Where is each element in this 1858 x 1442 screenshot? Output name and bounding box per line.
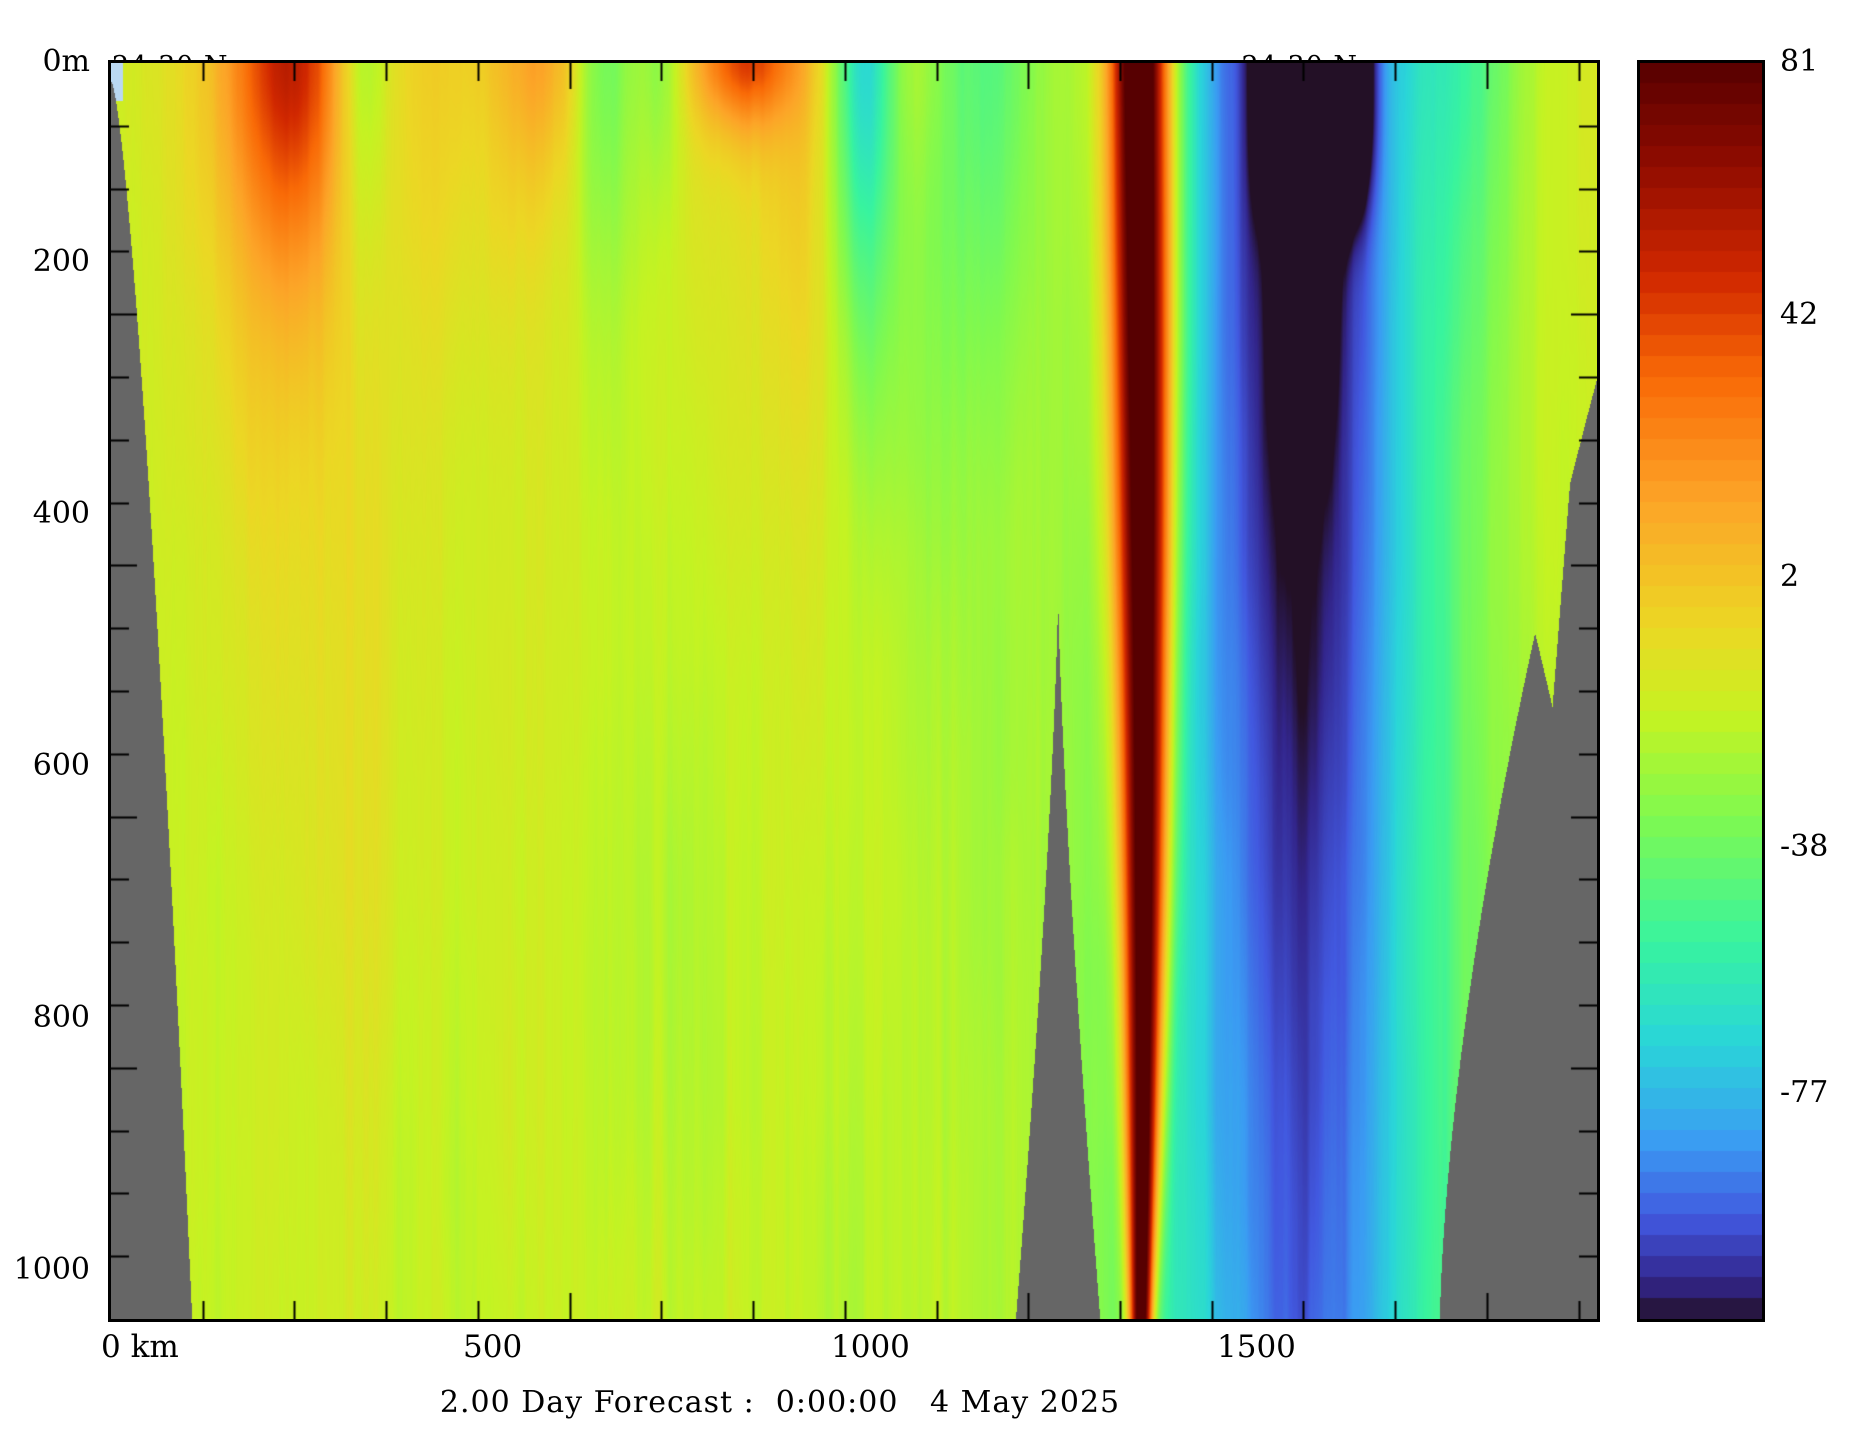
colorbar-gradient: [1640, 63, 1762, 1319]
colorbar[interactable]: [1637, 60, 1765, 1322]
x-tick-label-1500: 1500: [1217, 1329, 1296, 1365]
colorbar-tick-label-81: 81: [1780, 44, 1819, 79]
colorbar-tick-label-m38: -38: [1780, 829, 1829, 864]
y-tick-label-1000: 1000: [13, 1252, 90, 1287]
y-tick-label-400: 400: [32, 496, 90, 531]
forecast-caption: 2.00 Day Forecast : 0:00:00 4 May 2025: [439, 1385, 1121, 1420]
y-tick-label-200: 200: [32, 244, 90, 279]
colorbar-tick-label-m77: -77: [1780, 1075, 1829, 1110]
y-tick-label-800: 800: [32, 1000, 90, 1035]
x-tick-label-0: 0 km: [101, 1329, 179, 1365]
colorbar-tick-label-2: 2: [1780, 559, 1800, 594]
cross-section-plot[interactable]: [108, 60, 1600, 1322]
y-tick-label-0: 0m: [42, 44, 90, 79]
x-tick-label-1000: 1000: [831, 1329, 910, 1365]
y-tick-label-600: 600: [32, 748, 90, 783]
colorbar-tick-label-42: 42: [1780, 297, 1819, 332]
cross-section-canvas: [111, 63, 1597, 1319]
x-tick-label-500: 500: [463, 1329, 523, 1365]
